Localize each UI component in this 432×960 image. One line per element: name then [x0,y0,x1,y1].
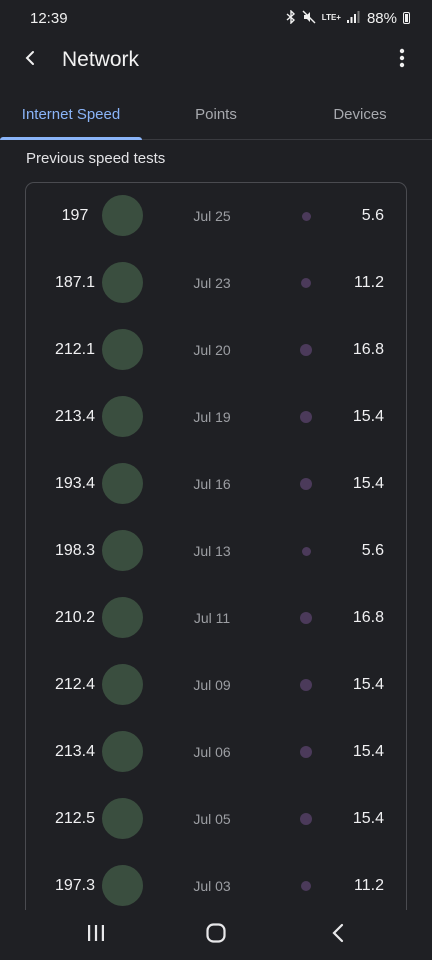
speed-circle-icon [102,329,143,370]
test-value: 15.4 [352,408,384,425]
list-item[interactable]: 213.4 Jul 19 15.4 [26,384,406,451]
test-date: Jul 03 [193,878,231,894]
download-speed: 212.1 [54,341,96,358]
test-value: 11.2 [354,877,384,894]
speed-circle-icon [102,463,143,504]
list-item[interactable]: 187.1 Jul 23 11.2 [26,250,406,317]
test-value: 5.6 [361,542,384,559]
section-title: Previous speed tests [26,150,166,167]
speed-circle-icon [102,865,143,906]
battery-icon [403,12,410,24]
download-speed: 193.4 [54,475,96,492]
battery-percent: 88% [366,9,397,27]
list-item[interactable]: 197 Jul 25 5.6 [26,183,406,250]
download-speed: 210.2 [54,609,96,626]
download-speed: 213.4 [54,743,96,760]
back-arrow-icon [23,50,37,71]
home-icon [206,922,226,948]
dot-icon [300,478,312,490]
tab-devices[interactable]: Devices [300,90,420,139]
test-date: Jul 13 [193,543,231,559]
list-item[interactable]: 212.5 Jul 05 15.4 [26,786,406,853]
download-speed: 198.3 [54,542,96,559]
app-bar: Network [0,36,432,84]
status-time: 12:39 [30,9,68,27]
status-icons: LTE+ 88% [286,8,410,27]
nav-back-icon [331,923,345,948]
more-vert-icon [399,48,405,73]
download-speed: 212.4 [54,676,96,693]
speed-circle-icon [102,396,143,437]
list-item[interactable]: 197.3 Jul 03 11.2 [26,853,406,920]
speed-circle-icon [102,262,143,303]
dot-icon [300,411,312,423]
test-date: Jul 20 [193,342,231,358]
lte-indicator: LTE+ [321,13,341,22]
status-bar: 12:39 LTE+ 88% [0,0,432,36]
dot-icon [300,612,312,624]
recent-apps-icon [87,924,105,947]
test-value: 16.8 [352,609,384,626]
test-value: 15.4 [352,475,384,492]
test-date: Jul 05 [193,811,231,827]
tab-points[interactable]: Points [158,90,274,139]
system-nav-bar [0,910,432,960]
page-title: Network [62,48,140,71]
download-speed: 212.5 [54,810,96,827]
test-value: 16.8 [352,341,384,358]
dot-icon [300,344,312,356]
speed-circle-icon [102,664,143,705]
download-speed: 197 [61,207,89,224]
test-date: Jul 19 [193,409,231,425]
test-date: Jul 11 [193,610,231,626]
tab-indicator [0,137,142,140]
dot-icon [301,278,311,288]
download-speed: 187.1 [54,274,96,291]
test-value: 5.6 [361,207,384,224]
speed-circle-icon [102,530,143,571]
dot-icon [300,679,312,691]
dot-icon [302,547,311,556]
list-item[interactable]: 198.3 Jul 13 5.6 [26,518,406,585]
tab-internet-speed[interactable]: Internet Speed [0,90,142,140]
tab-label: Devices [333,106,387,123]
tab-label: Internet Speed [21,106,121,123]
test-date: Jul 23 [193,275,231,291]
nav-back-button[interactable] [298,910,378,960]
tab-bar: Internet Speed Points Devices [0,90,432,140]
test-date: Jul 09 [193,677,231,693]
signal-icon [346,10,361,26]
speed-circle-icon [102,798,143,839]
mute-icon [302,10,316,27]
test-value: 15.4 [352,810,384,827]
list-item[interactable]: 210.2 Jul 11 16.8 [26,585,406,652]
home-button[interactable] [176,910,256,960]
tab-label: Points [195,106,237,123]
recent-apps-button[interactable] [56,910,136,960]
list-item[interactable]: 193.4 Jul 16 15.4 [26,451,406,518]
test-date: Jul 16 [193,476,231,492]
speed-circle-icon [102,597,143,638]
speed-tests-card: 197 Jul 25 5.6 187.1 Jul 23 11.2 212.1 J… [25,182,407,922]
dot-icon [302,212,311,221]
more-options-button[interactable] [384,42,420,78]
dot-icon [300,746,312,758]
test-date: Jul 25 [193,208,231,224]
test-value: 11.2 [354,274,384,291]
list-item[interactable]: 213.4 Jul 06 15.4 [26,719,406,786]
test-date: Jul 06 [193,744,231,760]
bluetooth-icon [286,8,296,27]
back-button[interactable] [0,36,60,84]
test-value: 15.4 [352,743,384,760]
dot-icon [300,813,312,825]
speed-circle-icon [102,195,143,236]
download-speed: 213.4 [54,408,96,425]
speed-circle-icon [102,731,143,772]
dot-icon [301,881,311,891]
download-speed: 197.3 [54,877,96,894]
list-item[interactable]: 212.1 Jul 20 16.8 [26,317,406,384]
test-value: 15.4 [352,676,384,693]
list-item[interactable]: 212.4 Jul 09 15.4 [26,652,406,719]
